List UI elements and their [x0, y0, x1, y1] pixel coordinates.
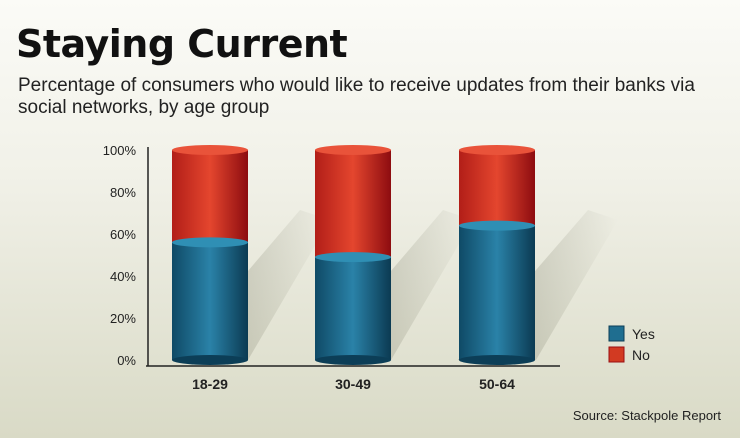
y-axis — [146, 147, 560, 367]
legend: Yes No — [608, 325, 655, 363]
bar-top-cap — [459, 145, 535, 155]
bar-segment-no — [172, 150, 248, 243]
chart-title: Staying Current — [16, 22, 348, 66]
bar-top-cap — [172, 145, 248, 155]
category-label: 18-29 — [192, 376, 228, 392]
bar-split-cap — [315, 252, 391, 263]
chart-subtitle: Percentage of consumers who would like t… — [18, 75, 695, 118]
y-tick-label: 20% — [110, 311, 136, 326]
category-label: 50-64 — [479, 376, 515, 392]
bar-top-cap — [315, 145, 391, 155]
bar-group-50-64 — [459, 145, 535, 365]
bar-split-cap — [459, 220, 535, 231]
legend-label-yes: Yes — [632, 326, 655, 342]
y-tick-label: 0% — [117, 353, 136, 368]
y-tick-label: 80% — [110, 185, 136, 200]
bar-bottom-cap — [172, 355, 248, 365]
bar-segment-yes — [315, 257, 391, 360]
y-tick-label: 60% — [110, 227, 136, 242]
legend-swatch-yes — [608, 325, 625, 342]
bar-segment-no — [315, 150, 391, 258]
y-tick-label: 100% — [103, 143, 137, 158]
source-note: Source: Stackpole Report — [573, 408, 722, 423]
bar-segment-no — [459, 150, 535, 226]
bar-bottom-cap — [459, 355, 535, 365]
legend-swatch-no — [608, 346, 625, 363]
bar-segment-yes — [172, 242, 248, 360]
bar-bottom-cap — [315, 355, 391, 365]
bar-segment-yes — [459, 225, 535, 360]
category-labels: 18-29 30-49 50-64 — [192, 376, 515, 392]
legend-label-no: No — [632, 347, 650, 363]
bar-group-18-29 — [172, 145, 248, 365]
bar-split-cap — [172, 237, 248, 248]
y-tick-label: 40% — [110, 269, 136, 284]
category-label: 30-49 — [335, 376, 371, 392]
bars — [172, 145, 535, 365]
y-ticks: 0% 20% 40% 60% 80% 100% — [103, 143, 137, 368]
bar-group-30-49 — [315, 145, 391, 365]
